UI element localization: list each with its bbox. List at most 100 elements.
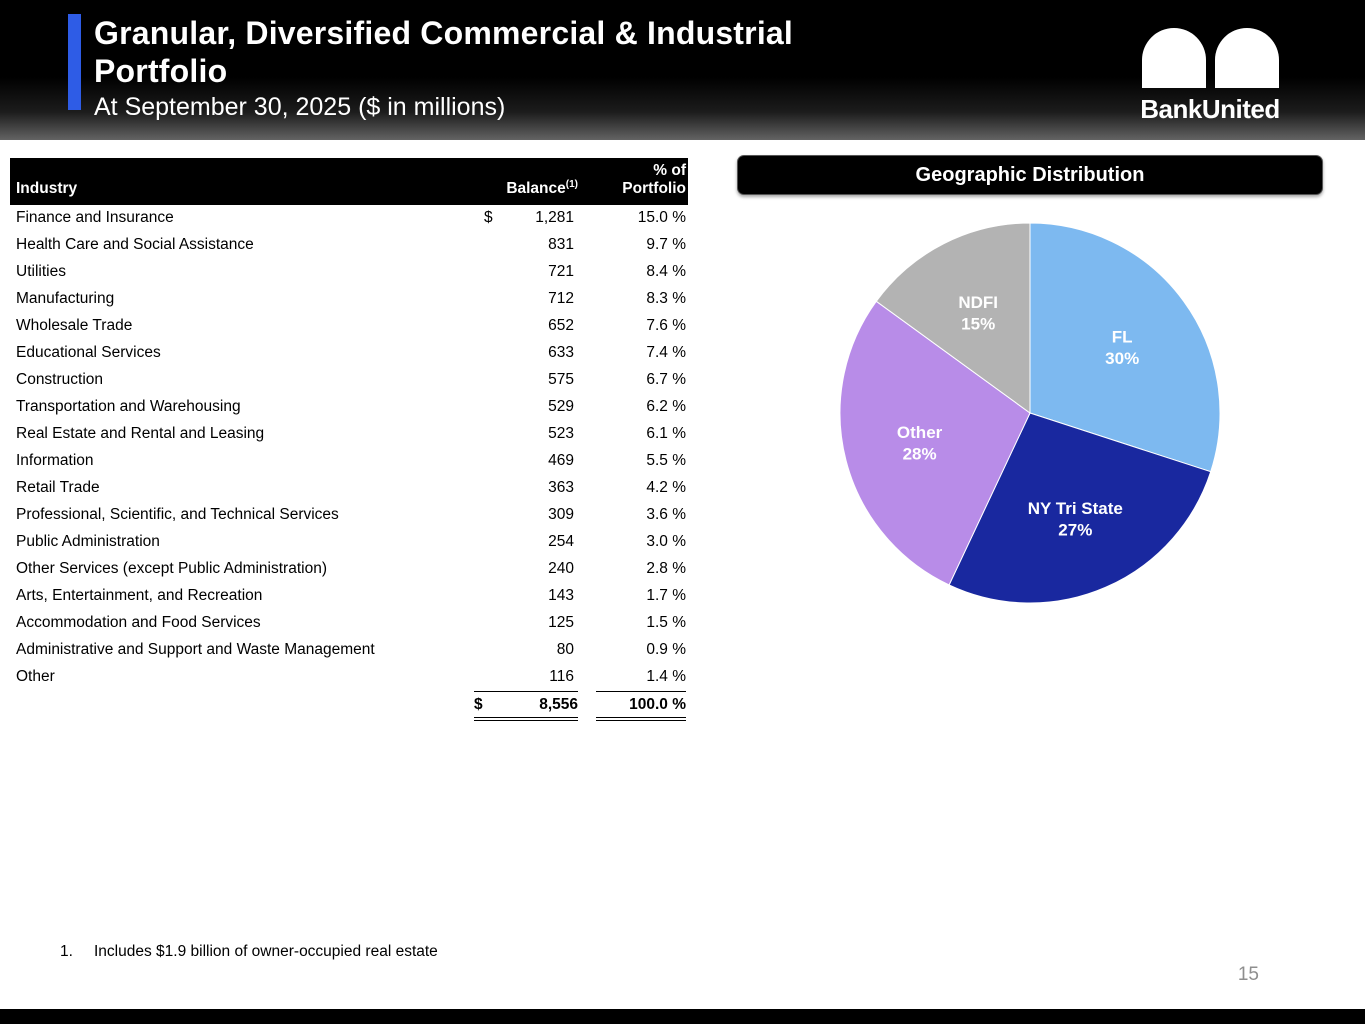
industry-cell: Information — [16, 452, 94, 469]
table-row: Health Care and Social Assistance 831 9.7 … — [10, 232, 688, 259]
industry-table: Industry Balance(1) % of Portfolio Finan… — [10, 158, 688, 721]
industry-cell: Real Estate and Rental and Leasing — [16, 425, 265, 442]
balance-cell: 523 — [474, 421, 578, 448]
bankunited-logo: BankUnited — [1132, 26, 1288, 125]
industry-cell: Retail Trade — [16, 479, 100, 496]
industry-cell: Finance and Insurance — [16, 209, 174, 226]
footnote: 1. Includes $1.9 billion of owner-occupi… — [60, 943, 438, 961]
logo-arch-left-icon — [1141, 28, 1206, 88]
table-row: Real Estate and Rental and Leasing 523 6.1… — [10, 421, 688, 448]
bankunited-arches-icon — [1132, 26, 1288, 88]
balance-value: 363 — [548, 479, 574, 496]
table-row: Accommodation and Food Services 125 1.5 % — [10, 610, 688, 637]
table-row: Utilities 721 8.4 % — [10, 259, 688, 286]
industry-cell: Accommodation and Food Services — [16, 614, 261, 631]
title-line-1: Granular, Diversified Commercial & Indus… — [94, 15, 793, 51]
industry-cell: Educational Services — [16, 344, 161, 361]
balance-value: 831 — [548, 236, 574, 253]
balance-value: 721 — [548, 263, 574, 280]
table-row: Educational Services 633 7.4 % — [10, 340, 688, 367]
balance-value: 575 — [548, 371, 574, 388]
title-accent-bar — [68, 14, 81, 110]
industry-cell: Manufacturing — [16, 290, 115, 307]
industry-cell: Utilities — [16, 263, 66, 280]
total-balance-cell: $8,556 — [474, 691, 578, 721]
pie-label-ny-tri-state: NY Tri State 27% — [1028, 499, 1123, 539]
balance-value: 633 — [548, 344, 574, 361]
balance-value: 80 — [556, 641, 574, 658]
col-header-balance: Balance(1) — [474, 158, 578, 205]
balance-value: 125 — [548, 614, 574, 631]
industry-cell: Public Administration — [16, 533, 160, 550]
table-row: Transportation and Warehousing 529 6.2 % — [10, 394, 688, 421]
balance-header-label: Balance — [506, 180, 566, 197]
balance-value: 712 — [548, 290, 574, 307]
pct-cell: 5.5 % — [646, 452, 686, 469]
pie-slice-ndfi — [875, 222, 1031, 414]
balance-value: 469 — [548, 452, 574, 469]
table-row: Administrative and Support and Waste Man… — [10, 637, 688, 664]
industry-cell: Other Services (except Public Administra… — [16, 560, 327, 577]
balance-footnote-superscript: (1) — [565, 178, 578, 190]
pct-cell: 1.5 % — [646, 614, 686, 631]
pct-cell: 8.4 % — [646, 263, 686, 280]
geo-distribution-title: Geographic Distribution — [737, 155, 1323, 195]
bottom-bar — [0, 1009, 1365, 1024]
pct-cell: 3.0 % — [646, 533, 686, 550]
dollar-sign: $ — [484, 209, 493, 226]
logo-arch-right-icon — [1214, 28, 1279, 88]
industry-cell: Other — [16, 668, 55, 685]
balance-cell: 529 — [474, 394, 578, 421]
industry-cell: Wholesale Trade — [16, 317, 133, 334]
pct-cell: 4.2 % — [646, 479, 686, 496]
balance-value: 254 — [548, 533, 574, 550]
table-total-row: $8,556 100.0 % — [10, 691, 688, 721]
balance-cell: 143 — [474, 583, 578, 610]
total-pct-value: 100.0 % — [596, 691, 686, 721]
table-row: Other 116 1.4 % — [10, 664, 688, 691]
industry-table-body: Finance and Insurance $1,281 15.0 % Health … — [10, 205, 688, 691]
balance-cell: 125 — [474, 610, 578, 637]
total-balance-value: 8,556 — [539, 696, 578, 713]
page-number: 15 — [1237, 964, 1259, 985]
balance-cell: 831 — [474, 232, 578, 259]
balance-cell: 240 — [474, 556, 578, 583]
page-title: Granular, Diversified Commercial & Indus… — [94, 14, 793, 90]
industry-cell: Administrative and Support and Waste Man… — [16, 641, 375, 658]
table-row: Public Administration 254 3.0 % — [10, 529, 688, 556]
table-row: Wholesale Trade 652 7.6 % — [10, 313, 688, 340]
pct-cell: 0.9 % — [646, 641, 686, 658]
title-line-2: Portfolio — [94, 53, 228, 89]
balance-value: 143 — [548, 587, 574, 604]
balance-cell: 575 — [474, 367, 578, 394]
bankunited-logo-text: BankUnited — [1140, 94, 1280, 124]
table-row: Construction 575 6.7 % — [10, 367, 688, 394]
pie-slice-other — [839, 300, 1031, 586]
balance-value: 652 — [548, 317, 574, 334]
balance-cell: 469 — [474, 448, 578, 475]
balance-cell: 721 — [474, 259, 578, 286]
slide-subtitle: At September 30, 2025 ($ in millions) — [94, 93, 506, 121]
table-row: Professional, Scientific, and Technical … — [10, 502, 688, 529]
table-row: Manufacturing 712 8.3 % — [10, 286, 688, 313]
balance-value: 1,281 — [535, 209, 574, 226]
pct-cell: 9.7 % — [646, 236, 686, 253]
industry-cell: Arts, Entertainment, and Recreation — [16, 587, 263, 604]
pct-cell: 3.6 % — [646, 506, 686, 523]
pie-label-ndfi: NDFI 15% — [958, 293, 998, 333]
balance-cell: 363 — [474, 475, 578, 502]
header-text-block: Granular, Diversified Commercial & Indus… — [94, 14, 793, 122]
pct-cell: 6.7 % — [646, 371, 686, 388]
pie-slice-fl — [1029, 222, 1221, 473]
industry-cell: Transportation and Warehousing — [16, 398, 241, 415]
pct-cell: 7.4 % — [646, 344, 686, 361]
col-header-pct: % of Portfolio — [578, 158, 688, 205]
total-dollar-sign: $ — [474, 696, 483, 713]
table-header-row: Industry Balance(1) % of Portfolio — [10, 158, 688, 205]
balance-cell: $1,281 — [474, 205, 578, 232]
footnote-text: Includes $1.9 billion of owner-occupied … — [94, 943, 438, 960]
balance-value: 529 — [548, 398, 574, 415]
pct-cell: 6.1 % — [646, 425, 686, 442]
industry-cell: Health Care and Social Assistance — [16, 236, 254, 253]
total-spacer-cell — [10, 691, 474, 721]
